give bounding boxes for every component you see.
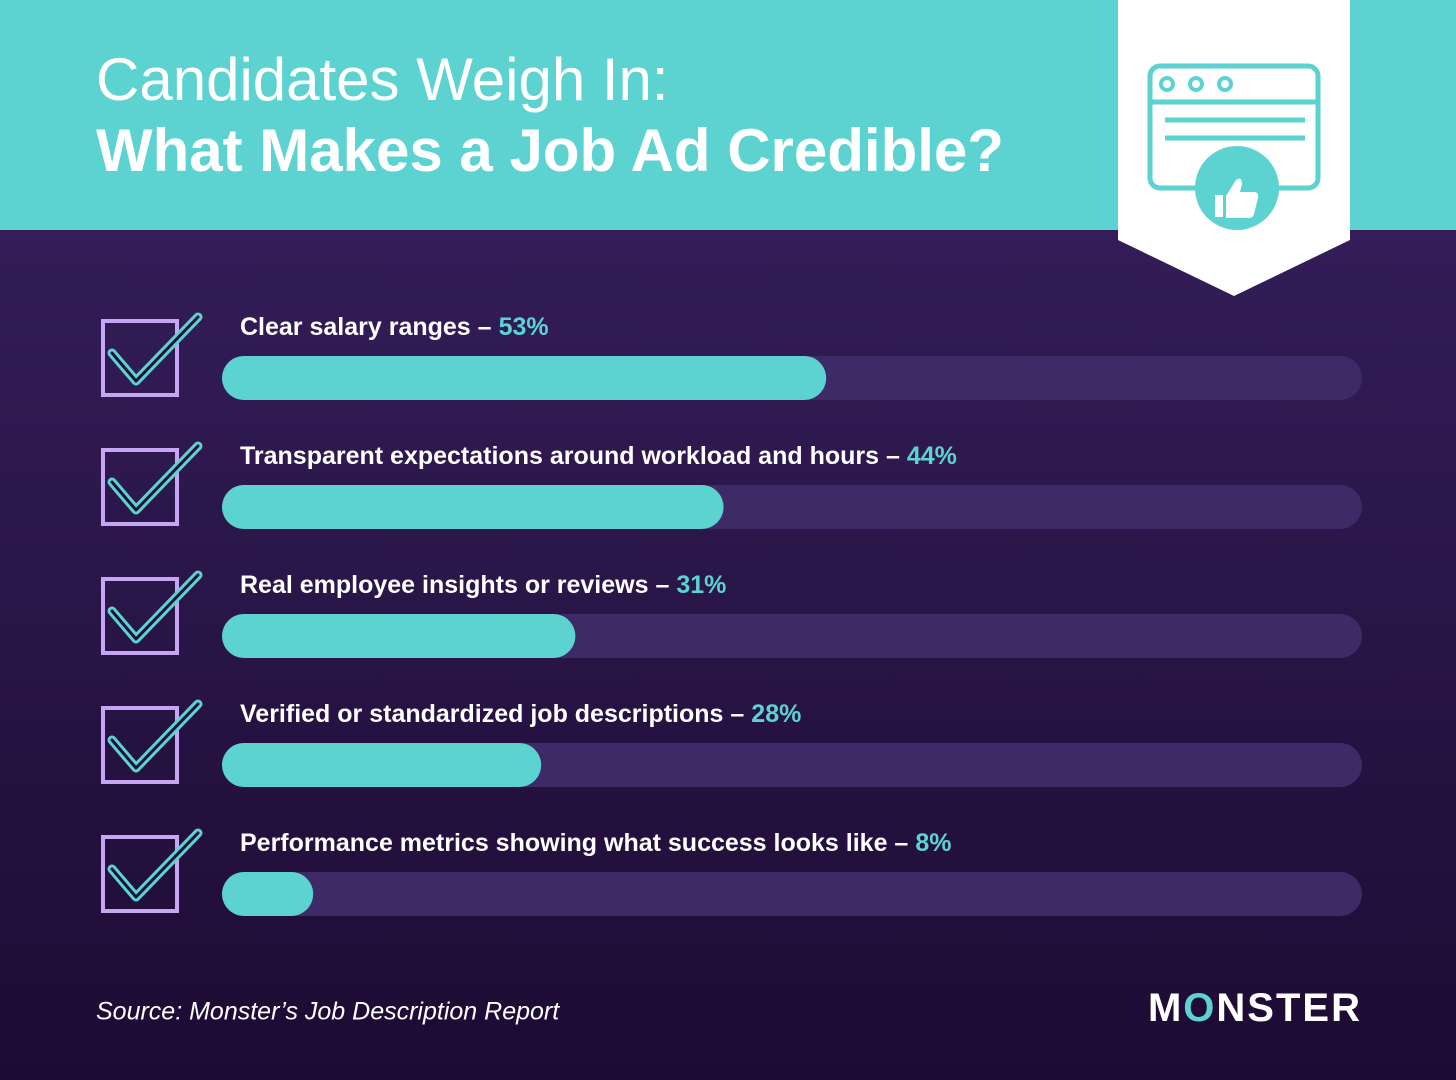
checkbox — [101, 448, 179, 526]
checkbox — [101, 577, 179, 655]
checkmark-inner — [110, 573, 200, 641]
bar — [222, 743, 542, 787]
checkbox-icon — [101, 441, 203, 526]
source: Source: Monster’s Job Description Report — [96, 998, 560, 1026]
bar — [222, 356, 827, 400]
bar-label: Transparent expectations around workload… — [240, 442, 957, 470]
checkbox — [101, 835, 179, 913]
checkbox — [101, 706, 179, 784]
category-label: Performance metrics showing what success… — [240, 829, 908, 857]
value-label: 53% — [499, 313, 549, 341]
category-label: Verified or standardized job description… — [240, 700, 744, 728]
value-label: 31% — [676, 571, 726, 599]
title: Candidates Weigh In: — [96, 46, 669, 113]
checkbox-icon — [101, 699, 203, 784]
checkmark-inner — [110, 831, 200, 899]
bar-label: Clear salary ranges –53% — [240, 313, 549, 341]
bar — [222, 614, 576, 658]
value-label: 44% — [907, 442, 957, 470]
bar-track — [222, 872, 1362, 916]
checkbox — [101, 319, 179, 397]
category-label: Transparent expectations around workload… — [240, 442, 900, 470]
badge — [1118, 0, 1350, 296]
checkbox-icon — [101, 828, 203, 913]
checkmark-inner — [110, 702, 200, 770]
bar — [222, 872, 314, 916]
bar — [222, 485, 724, 529]
checkmark-inner — [110, 315, 200, 383]
logo: MONSTER — [1148, 986, 1362, 1030]
value-label: 28% — [751, 700, 801, 728]
checkmark-inner — [110, 444, 200, 512]
category-label: Clear salary ranges – — [240, 313, 492, 341]
bar-label: Performance metrics showing what success… — [240, 829, 951, 857]
bar-label: Real employee insights or reviews –31% — [240, 571, 726, 599]
checkbox-icon — [101, 312, 203, 397]
subtitle: What Makes a Job Ad Credible? — [96, 117, 1004, 184]
bar-label: Verified or standardized job description… — [240, 700, 801, 728]
value-label: 8% — [915, 829, 951, 857]
checkbox-icon — [101, 570, 203, 655]
category-label: Real employee insights or reviews – — [240, 571, 669, 599]
